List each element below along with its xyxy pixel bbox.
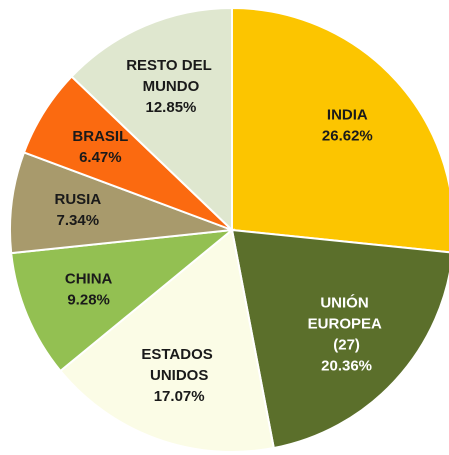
slice-value-label: 9.28% xyxy=(67,291,110,308)
slice-label: BRASIL xyxy=(72,128,128,145)
pie-slice xyxy=(9,151,233,255)
slice-label: ESTADOS UNIDOS xyxy=(141,346,217,384)
pie-slice xyxy=(10,228,236,373)
slice-label: CHINA xyxy=(65,270,113,287)
pie-slice xyxy=(230,228,449,450)
slice-label: RESTO DEL MUNDO xyxy=(126,57,215,95)
slice-value-label: 12.85% xyxy=(146,99,197,116)
slice-label: RUSIA xyxy=(54,191,101,208)
slice-value-label: 6.47% xyxy=(79,149,122,166)
slice-label: INDIA xyxy=(327,106,368,123)
slice-value-label: 26.62% xyxy=(322,127,373,144)
pie-slice xyxy=(70,6,233,233)
pie-slice xyxy=(231,6,449,254)
slice-value-label: 7.34% xyxy=(57,212,100,229)
slice-value-label: 17.07% xyxy=(154,388,205,405)
slice-label: UNIÓN EUROPEA (27) xyxy=(308,293,386,353)
slice-value-label: 20.36% xyxy=(321,357,372,374)
pie-slice xyxy=(59,228,275,453)
